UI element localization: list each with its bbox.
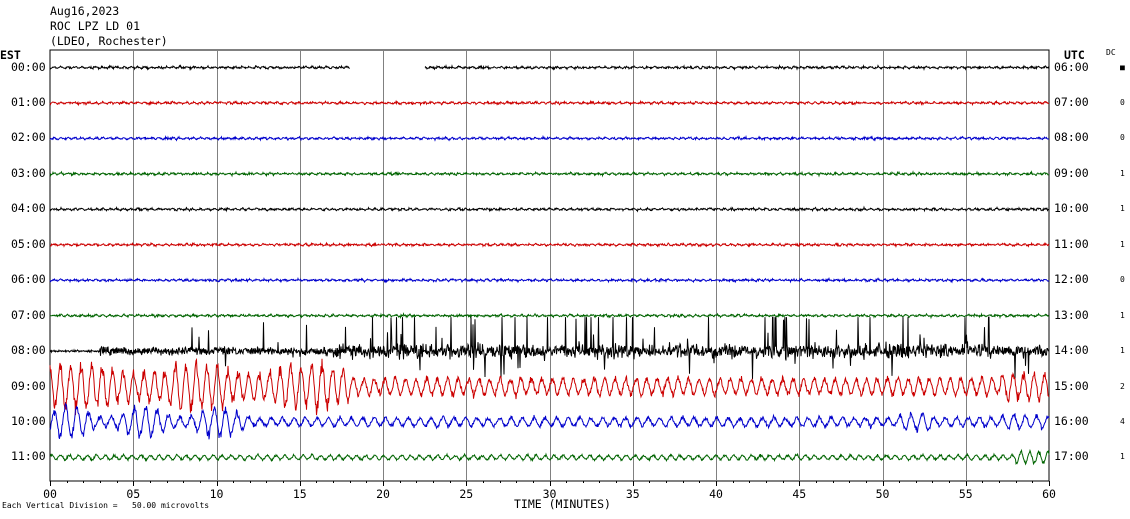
- trace-0500: [49, 241, 1050, 249]
- dc-value: 1: [1120, 310, 1125, 320]
- utc-hour-label: 10:00: [1054, 201, 1089, 216]
- scale-footnote: Each Vertical Division = 50.00 microvolt…: [2, 501, 210, 510]
- est-hour-label: 00:00: [11, 59, 46, 74]
- utc-hour-label: 15:00: [1054, 378, 1089, 393]
- trace-1000: [49, 402, 1050, 440]
- est-hour-label: 04:00: [11, 201, 46, 216]
- dc-value: 0: [1120, 275, 1125, 285]
- est-hour-label: 02:00: [11, 130, 46, 145]
- left-zone-label: EST: [0, 48, 21, 62]
- trace-0400: [49, 205, 1050, 213]
- utc-hour-label: 11:00: [1054, 236, 1089, 251]
- dc-value: 0: [1120, 97, 1125, 107]
- utc-hour-label: 09:00: [1054, 165, 1089, 180]
- x-axis-label: TIME (MINUTES): [514, 497, 611, 511]
- utc-hour-label: 12:00: [1054, 272, 1089, 287]
- est-hour-label: 09:00: [11, 378, 46, 393]
- header-network: (LDEO, Rochester): [50, 34, 168, 48]
- trace-0000-seg0: [49, 64, 350, 72]
- dc-value: ■: [1120, 62, 1125, 72]
- est-hour-label: 05:00: [11, 236, 46, 251]
- utc-hour-label: 06:00: [1054, 59, 1089, 74]
- x-tick-label: 50: [875, 487, 890, 501]
- x-tick-label: 10: [209, 487, 224, 501]
- x-axis-ticks: [50, 481, 1050, 486]
- x-tick-label: 60: [1042, 487, 1056, 501]
- x-tick-label: 05: [126, 487, 141, 501]
- dc-header: DC: [1106, 48, 1116, 57]
- utc-hour-label: 16:00: [1054, 414, 1089, 428]
- trace-0800: [49, 316, 1050, 380]
- dc-value: 2: [1120, 381, 1125, 391]
- dc-value: 1: [1120, 204, 1125, 214]
- trace-0600: [49, 276, 1050, 284]
- trace-0300: [49, 170, 1050, 178]
- header-date: Aug16,2023: [50, 4, 120, 18]
- trace-0000-seg1: [424, 64, 1050, 71]
- utc-hour-label: 14:00: [1054, 343, 1089, 358]
- est-hour-label: 06:00: [11, 272, 46, 287]
- dc-value: 0: [1120, 133, 1125, 143]
- header-station: ROC LPZ LD 01: [50, 19, 141, 33]
- dc-value: 1: [1120, 168, 1125, 178]
- x-tick-label: 20: [376, 487, 390, 501]
- trace-0100: [49, 99, 1049, 107]
- x-tick-label: 40: [709, 487, 723, 501]
- traces-group: [49, 64, 1050, 466]
- est-hour-label: 07:00: [11, 307, 46, 322]
- est-hour-label: 03:00: [11, 165, 46, 180]
- trace-0900: [49, 357, 1050, 416]
- dc-value: 4: [1120, 417, 1125, 426]
- x-tick-label: 00: [43, 487, 57, 501]
- trace-1100: [49, 448, 1050, 466]
- est-hour-label: 08:00: [11, 343, 46, 358]
- x-tick-label: 25: [459, 487, 474, 501]
- utc-hour-label: 13:00: [1054, 307, 1089, 322]
- x-tick-label: 55: [958, 487, 973, 501]
- x-tick-label: 45: [792, 487, 807, 501]
- est-hour-label: 01:00: [11, 94, 46, 109]
- utc-hour-label: 07:00: [1054, 94, 1089, 109]
- est-hour-label: 11:00: [11, 449, 46, 464]
- utc-hour-label: 08:00: [1054, 130, 1089, 145]
- trace-0700: [49, 312, 1050, 320]
- right-zone-label: UTC: [1064, 48, 1085, 62]
- utc-hour-label: 17:00: [1054, 449, 1089, 464]
- trace-0200: [49, 134, 1050, 142]
- vertical-gridlines: [133, 50, 967, 481]
- plot-frame: [49, 49, 1050, 482]
- x-tick-label: 30: [542, 487, 557, 501]
- dc-value: 1: [1120, 239, 1125, 249]
- x-tick-label: 35: [625, 487, 640, 501]
- dc-value: 1: [1120, 346, 1125, 356]
- x-tick-label: 15: [292, 487, 307, 501]
- dc-value: 1: [1120, 452, 1125, 462]
- est-hour-label: 10:00: [11, 414, 46, 428]
